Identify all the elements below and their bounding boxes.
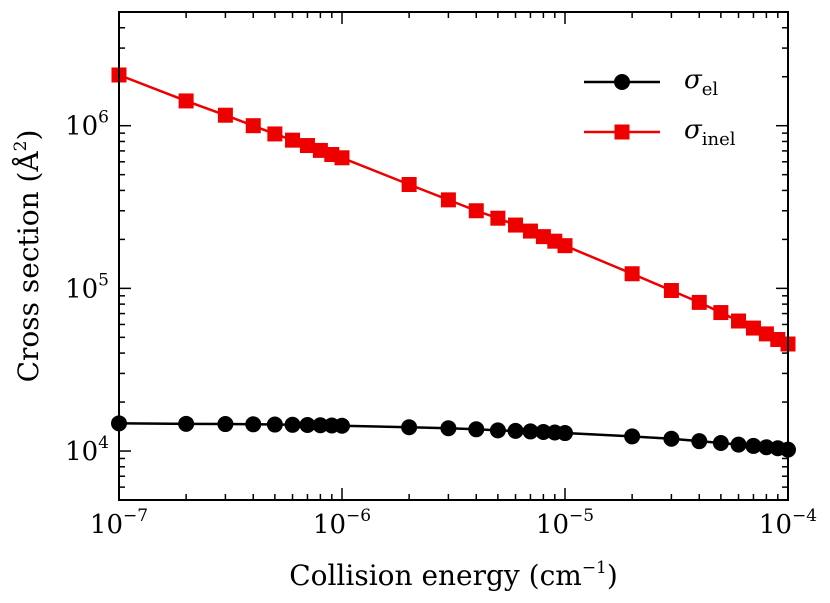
data-point-el [266, 416, 283, 433]
data-point-el [440, 420, 457, 437]
x-axis-label: Collision energy (cm−1) [289, 558, 618, 592]
data-point-inel [713, 305, 729, 321]
data-point-el [245, 416, 262, 433]
data-point-el [489, 422, 506, 439]
data-point-el [691, 433, 708, 450]
data-point-inel [758, 326, 774, 342]
legend: σel σinel [584, 65, 736, 150]
x-tick-label: 10−5 [536, 506, 594, 540]
y-axis-label-close: ) [12, 130, 45, 141]
x-tick-base: 10 [90, 510, 123, 540]
legend-symbol-inel: σ [684, 115, 703, 145]
data-point-el [535, 423, 552, 440]
y-tick-label: 105 [65, 270, 109, 304]
data-point-inel [490, 210, 506, 226]
data-point-el [312, 417, 329, 434]
y-tick-exp: 4 [98, 433, 109, 453]
data-point-el [299, 417, 316, 434]
data-point-el [178, 415, 195, 432]
data-point-el [468, 421, 485, 438]
data-point-inel [508, 217, 524, 233]
x-axis-label-text: Collision energy (cm [289, 559, 582, 592]
data-point-inel [557, 238, 573, 254]
data-point-el [557, 425, 573, 442]
data-point-inel [267, 126, 283, 142]
legend-subscript-inel: inel [702, 129, 736, 150]
x-tick-label: 10−7 [90, 506, 148, 540]
x-tick-exp: −5 [569, 506, 594, 526]
data-point-inel [217, 107, 233, 123]
data-point-inel [468, 203, 484, 219]
legend-marker-el [614, 74, 630, 90]
series-group [111, 67, 796, 458]
y-tick-exp: 6 [98, 108, 109, 128]
data-point-inel [731, 313, 747, 329]
y-tick-base: 10 [65, 112, 98, 142]
data-point-inel [663, 283, 679, 299]
data-point-inel [624, 266, 640, 282]
x-tick-exp: −6 [346, 506, 371, 526]
data-point-el [401, 419, 418, 436]
data-point-inel [285, 132, 301, 148]
data-point-el [712, 435, 729, 452]
data-point-el [522, 423, 539, 440]
y-tick-base: 10 [65, 274, 98, 304]
legend-label-inel: σinel [684, 115, 736, 150]
legend-symbol-el: σ [684, 65, 703, 95]
x-tick-exp: −7 [123, 506, 148, 526]
data-point-el [507, 422, 524, 439]
x-tick-label: 10−6 [313, 506, 371, 540]
plot-frame [118, 11, 789, 501]
data-point-el [217, 416, 234, 433]
data-point-el [284, 416, 301, 433]
y-tick-label: 104 [65, 433, 109, 467]
x-tick-label: 10−4 [759, 506, 817, 540]
data-point-inel [401, 177, 417, 193]
data-point-inel [334, 150, 350, 166]
series-line-inel [118, 73, 789, 346]
x-tick-base: 10 [313, 510, 346, 540]
y-tick-label: 106 [65, 108, 109, 142]
data-point-inel [245, 118, 261, 134]
x-axis-label-exp: −1 [582, 558, 607, 578]
legend-subscript-el: el [702, 79, 719, 100]
y-axis-label-text: Cross section (Å [12, 151, 45, 383]
data-point-inel [178, 93, 194, 109]
y-tick-exp: 5 [98, 270, 109, 290]
data-point-inel [299, 138, 315, 154]
data-point-el [334, 417, 350, 434]
legend-marker-inel [614, 124, 630, 140]
x-tick-base: 10 [759, 510, 792, 540]
x-axis-label-close: ) [607, 559, 618, 592]
data-point-el [745, 437, 762, 454]
data-point-inel [535, 229, 551, 245]
y-tick-base: 10 [65, 437, 98, 467]
data-point-inel [745, 320, 761, 336]
series-line-el [118, 422, 789, 451]
legend-label-el: σel [684, 65, 718, 100]
x-tick-base: 10 [536, 510, 569, 540]
x-tick-exp: −4 [792, 506, 817, 526]
y-axis-label: Cross section (Å2) [11, 130, 45, 383]
data-point-inel [691, 294, 707, 310]
data-point-inel [440, 192, 456, 208]
data-point-el [624, 428, 641, 445]
data-point-inel [522, 223, 538, 239]
y-axis-label-exp: 2 [11, 141, 31, 152]
data-point-inel [312, 142, 328, 158]
data-point-el [730, 436, 747, 453]
data-point-el [663, 430, 680, 447]
